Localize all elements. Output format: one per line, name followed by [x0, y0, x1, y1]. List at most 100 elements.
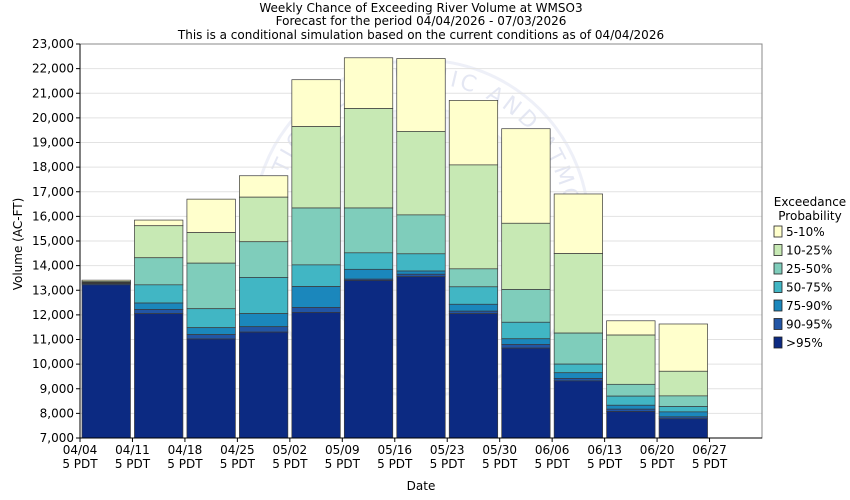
bar-segment — [396, 273, 446, 278]
y-tick-label: 20,000 — [32, 111, 74, 125]
bar-segment — [134, 313, 184, 439]
bar-segment — [553, 378, 603, 382]
bar-segment — [553, 363, 603, 374]
x-tick-time: 5 PDT — [482, 457, 518, 471]
bar-segment — [239, 196, 289, 243]
y-tick-label: 17,000 — [32, 185, 74, 199]
legend-item: 90-95% — [773, 318, 832, 332]
x-axis-label: Date — [407, 479, 436, 493]
bar-segment — [553, 332, 603, 365]
legend-label: >95% — [786, 336, 823, 350]
x-tick-time: 5 PDT — [220, 457, 256, 471]
legend-label: 75-90% — [786, 299, 832, 313]
legend-item: 10-25% — [773, 244, 832, 258]
x-tick-time: 5 PDT — [325, 457, 361, 471]
bar-segment — [448, 164, 499, 270]
y-tick-label: 15,000 — [32, 234, 74, 248]
bar-segment — [396, 276, 446, 439]
chart-title-line-2: Forecast for the period 04/04/2026 - 07/… — [276, 14, 567, 28]
y-tick-label: 22,000 — [32, 62, 74, 76]
bar-segment — [606, 411, 656, 439]
bar-segment — [134, 219, 184, 227]
legend-swatch — [773, 336, 783, 349]
bar-segment — [239, 331, 289, 439]
bar-segment — [658, 418, 708, 439]
y-tick-label: 12,000 — [32, 308, 74, 322]
bar-segment — [186, 198, 236, 233]
bar-segment — [658, 323, 708, 372]
chart-title-line-3: This is a conditional simulation based o… — [177, 28, 664, 42]
bar-segment — [448, 268, 499, 288]
legend-item: 25-50% — [773, 262, 832, 276]
bar-segment — [553, 253, 603, 334]
bar-segment — [343, 207, 394, 254]
bar-segment — [134, 225, 184, 259]
x-tick-time: 5 PDT — [430, 457, 466, 471]
x-tick-date: 04/25 — [220, 443, 255, 457]
bar-segment — [658, 406, 708, 413]
bar-segment — [658, 395, 708, 407]
bar-segment — [134, 302, 184, 310]
y-tick-label: 11,000 — [32, 333, 74, 347]
x-tick-time: 5 PDT — [167, 457, 203, 471]
bar-segment — [448, 100, 499, 166]
bar-segment — [291, 286, 341, 308]
x-tick-date: 06/13 — [587, 443, 622, 457]
bar-segment — [606, 383, 656, 397]
y-tick-label: 8,000 — [40, 406, 74, 420]
x-tick-date: 05/30 — [482, 443, 517, 457]
bar-segment — [291, 264, 341, 287]
y-tick-label: 13,000 — [32, 283, 74, 297]
x-tick-date: 04/11 — [115, 443, 150, 457]
bar-segment — [291, 312, 341, 439]
y-tick-label: 21,000 — [32, 86, 74, 100]
y-tick-label: 7,000 — [40, 431, 74, 445]
bar-segment — [606, 395, 656, 406]
bar-segment — [501, 222, 551, 290]
x-tick-date: 05/09 — [325, 443, 360, 457]
bar-segment — [186, 262, 236, 310]
bar-segment — [606, 334, 656, 385]
bar-segment — [501, 347, 551, 439]
chart-title: Weekly Chance of Exceeding River Volume … — [177, 1, 664, 42]
bar-segment — [396, 253, 446, 272]
bar-segment — [448, 313, 499, 439]
legend-label: 25-50% — [786, 262, 832, 276]
x-tick-time: 5 PDT — [62, 457, 98, 471]
y-axis-label: Volume (AC-FT) — [11, 198, 25, 291]
bar-segment — [239, 313, 289, 328]
legend-swatch — [773, 262, 783, 275]
legend-label: 90-95% — [786, 318, 832, 332]
legend-swatch — [773, 318, 783, 330]
legend-swatch — [773, 225, 783, 238]
bar-segment — [81, 284, 131, 439]
bar-segment — [343, 252, 394, 270]
bar-segment — [186, 338, 236, 439]
stacked-bars — [81, 57, 708, 439]
bar-segment — [186, 308, 236, 329]
bar-segment — [553, 193, 603, 254]
bar-segment — [343, 280, 394, 439]
chart-title-line-1: Weekly Chance of Exceeding River Volume … — [259, 1, 582, 15]
y-tick-label: 14,000 — [32, 259, 74, 273]
x-tick-date: 05/16 — [377, 443, 412, 457]
x-tick-time: 5 PDT — [377, 457, 413, 471]
bar-segment — [501, 289, 551, 323]
y-axis-ticks: 7,000 8,000 9,000 10,000 11,000 12,000 13,000 1… — [32, 37, 80, 445]
bar-segment — [606, 404, 656, 410]
legend-items: 5-10% 10-25% 25-50% 50-75% 75-90% 90-95% >95% — [773, 225, 832, 350]
x-tick-date: 06/27 — [692, 443, 727, 457]
legend-swatch — [773, 244, 783, 256]
bar-segment — [134, 257, 184, 286]
legend-item: 75-90% — [773, 299, 832, 313]
bar-segment — [343, 57, 394, 109]
bar-segment — [186, 334, 236, 340]
bar-segment — [396, 270, 446, 275]
bar-segment — [239, 241, 289, 278]
x-tick-time: 5 PDT — [115, 457, 151, 471]
legend-item: 50-75% — [773, 281, 832, 295]
bar-segment — [606, 320, 656, 336]
bar-segment — [658, 370, 708, 397]
